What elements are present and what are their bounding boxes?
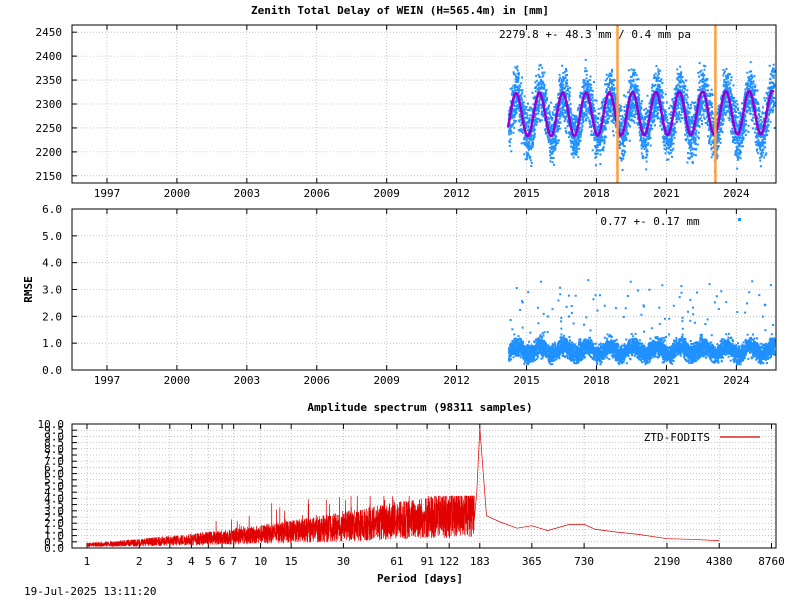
ztd-x-tick-label: 2012 <box>443 187 470 200</box>
spectrum-y-tick-label: 6.5 <box>44 461 64 474</box>
spectrum-x-tick-label: 5 <box>205 555 212 568</box>
rmse-x-tick-label: 2021 <box>653 374 680 387</box>
spectrum-x-tick-label: 2 <box>136 555 143 568</box>
rmse-data-points <box>507 279 776 366</box>
spectrum-x-tick-label: 7 <box>230 555 237 568</box>
ztd-x-tick-label: 2018 <box>583 187 610 200</box>
rmse-panel: 1997 2000 2003 2006 2009 2012 2015 2018 2021 2024… <box>22 203 777 387</box>
rmse-annotation: 0.77 +- 0.17 mm <box>600 215 700 228</box>
ztd-x-tick-label: 1997 <box>94 187 121 200</box>
spectrum-y-tick-label: 1.5 <box>44 523 64 536</box>
spectrum-y-tick-label: 3.5 <box>44 499 64 512</box>
rmse-y-tick-label: 0.0 <box>42 364 62 377</box>
ztd-x-tick-label: 2021 <box>653 187 680 200</box>
spectrum-y-tick-label: 4.0 <box>44 492 64 505</box>
ztd-fit-curve <box>506 89 775 138</box>
spectrum-y-tick-label: 8.5 <box>44 437 64 450</box>
ztd-panel: Zenith Total Delay of WEIN (H=565.4m) in… <box>36 4 777 200</box>
ztd-y-tick-label: 2300 <box>36 98 63 111</box>
ztd-y-tick-label: 2150 <box>36 170 63 183</box>
ztd-x-tick-label: 2006 <box>304 187 331 200</box>
rmse-x-tick-label: 2015 <box>513 374 540 387</box>
rmse-x-tick-label: 2024 <box>723 374 750 387</box>
spectrum-legend-label: ZTD-FODITS <box>644 431 710 444</box>
ztd-x-tick-label: 2000 <box>164 187 191 200</box>
rmse-y-axis-label: RMSE <box>22 276 35 303</box>
ztd-annotation: 2279.8 +- 48.3 mm / 0.4 mm pa <box>499 28 691 41</box>
spectrum-x-tick-label: 122 <box>439 555 459 568</box>
rmse-y-tick-label: 6.0 <box>42 203 62 216</box>
rmse-y-tick-label: 5.0 <box>42 230 62 243</box>
ztd-y-tick-label: 2200 <box>36 146 63 159</box>
spectrum-y-tick-label: 4.5 <box>44 486 64 499</box>
footer-timestamp: 19-Jul-2025 13:11:20 <box>24 585 157 598</box>
ztd-y-tick-label: 2350 <box>36 74 63 87</box>
ztd-x-tick-label: 2015 <box>513 187 540 200</box>
spectrum-y-tick-label: 10.0 <box>38 418 65 431</box>
rmse-y-tick-label: 2.0 <box>42 310 62 323</box>
spectrum-x-tick-label: 61 <box>390 555 403 568</box>
ztd-x-tick-label: 2009 <box>373 187 400 200</box>
spectrum-y-tick-label: 7.5 <box>44 449 64 462</box>
spectrum-x-tick-label: 4 <box>188 555 195 568</box>
spectrum-x-axis-label: Period [days] <box>377 572 463 585</box>
ztd-y-tick-label: 2250 <box>36 122 63 135</box>
spectrum-y-tick-label: 1.0 <box>44 530 64 543</box>
spectrum-x-tick-label: 91 <box>420 555 433 568</box>
spectrum-y-tick-label: 3.0 <box>44 505 64 518</box>
spectrum-x-tick-label: 15 <box>285 555 298 568</box>
ztd-frame <box>71 24 777 184</box>
spectrum-x-tick-label: 6 <box>219 555 226 568</box>
spectrum-y-tick-label: 2.0 <box>44 517 64 530</box>
spectrum-x-tick-label: 365 <box>522 555 542 568</box>
spectrum-y-tick-label: 7.0 <box>44 455 64 468</box>
spectrum-y-tick-label: 0.0 <box>44 542 64 555</box>
ztd-data-points <box>507 58 776 173</box>
spectrum-y-tick-label: 2.5 <box>44 511 64 524</box>
spectrum-x-tick-label: 730 <box>574 555 594 568</box>
rmse-x-tick-label: 2012 <box>443 374 470 387</box>
rmse-y-tick-label: 3.0 <box>42 284 62 297</box>
spectrum-y-tick-label: 6.0 <box>44 468 64 481</box>
rmse-y-tick-label: 4.0 <box>42 257 62 270</box>
rmse-x-tick-label: 2009 <box>373 374 400 387</box>
rmse-frame <box>71 208 777 371</box>
rmse-legend-marker <box>738 218 741 221</box>
ztd-x-tick-label: 2003 <box>234 187 261 200</box>
spectrum-panel: Amplitude spectrum (98311 samples)1 2 3 4 5 6… <box>38 401 785 585</box>
spectrum-line-ztd-fodits <box>86 427 720 548</box>
spectrum-x-tick-label: 3 <box>166 555 173 568</box>
ztd-x-tick-label: 2024 <box>723 187 750 200</box>
spectrum-y-tick-label: 5.5 <box>44 474 64 487</box>
rmse-x-tick-label: 2000 <box>164 374 191 387</box>
spectrum-x-tick-label: 30 <box>337 555 350 568</box>
spectrum-x-tick-label: 2190 <box>654 555 681 568</box>
spectrum-y-tick-label: 0.5 <box>44 536 64 549</box>
rmse-x-tick-label: 2003 <box>234 374 261 387</box>
spectrum-x-tick-label: 183 <box>470 555 490 568</box>
rmse-y-tick-label: 1.0 <box>42 337 62 350</box>
spectrum-y-tick-label: 8.0 <box>44 443 64 456</box>
ztd-y-tick-label: 2400 <box>36 50 63 63</box>
spectrum-frame <box>71 423 777 549</box>
rmse-x-tick-label: 2018 <box>583 374 610 387</box>
spectrum-x-tick-label: 10 <box>254 555 267 568</box>
spectrum-x-tick-label: 1 <box>84 555 91 568</box>
spectrum-y-tick-label: 5.0 <box>44 480 64 493</box>
ztd-y-tick-label: 2450 <box>36 26 63 39</box>
ztd-chart-title: Zenith Total Delay of WEIN (H=565.4m) in… <box>251 4 549 17</box>
rmse-x-tick-label: 2006 <box>304 374 331 387</box>
spectrum-y-tick-label: 9.5 <box>44 424 64 437</box>
spectrum-title: Amplitude spectrum (98311 samples) <box>307 401 532 414</box>
spectrum-y-tick-label: 9.0 <box>44 430 64 443</box>
rmse-x-tick-label: 1997 <box>94 374 121 387</box>
spectrum-x-tick-label: 4380 <box>706 555 733 568</box>
spectrum-x-tick-label: 8760 <box>758 555 785 568</box>
